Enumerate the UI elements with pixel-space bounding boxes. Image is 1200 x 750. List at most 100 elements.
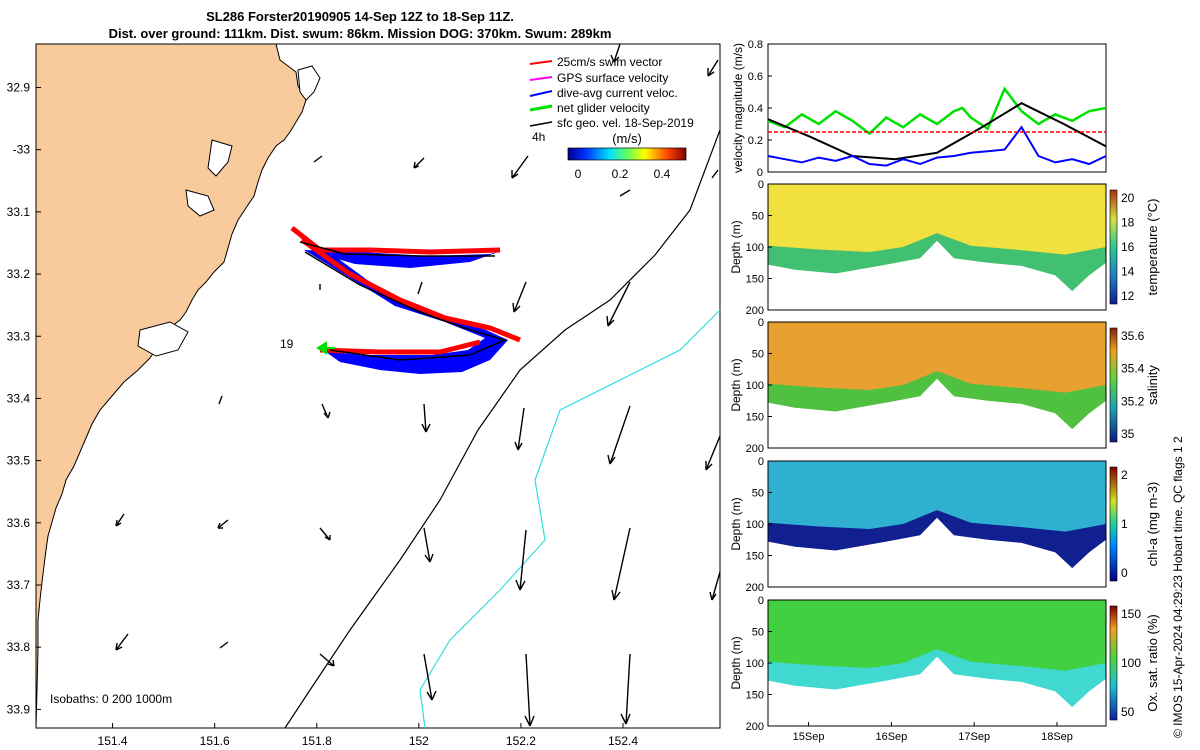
speed-colorbar-tick-label: 0 [575, 167, 582, 181]
velocity-ylabel: velocity magnitude (m/s) [731, 43, 745, 173]
section-x-tick-label: 18Sep [1041, 731, 1073, 743]
section-colorbar-tick-label: 0 [1121, 566, 1128, 580]
section-colorbar-label: Ox. sat. ratio (%) [1145, 614, 1160, 712]
map-y-tick-label: 33.1 [7, 205, 31, 219]
section-y-tick-label: 100 [746, 519, 764, 531]
section-colorbar-tick-label: 2 [1121, 468, 1128, 482]
section-colorbar-tick-label: 14 [1121, 265, 1135, 279]
glider-track-line [299, 241, 508, 361]
section-upper-layer [768, 600, 1106, 671]
section-y-tick-label: 100 [746, 380, 764, 392]
map-panel: 19 [7, 43, 721, 748]
section-colorbar-label: chl-a (mg m-3) [1145, 482, 1160, 567]
velocity-y-tick-label: 0.2 [748, 135, 763, 147]
isobath-1000m [419, 309, 721, 729]
section-y-tick-label: 150 [746, 274, 764, 286]
section-y-tick-label: 0 [758, 179, 764, 191]
map-y-tick-label: -33 [13, 143, 31, 157]
velocity-series-line [767, 86, 1107, 136]
map-x-tick-label: 151.6 [200, 734, 230, 748]
section-y-tick-label: 100 [746, 242, 764, 254]
legend-item-gps: GPS surface velocity [557, 71, 668, 85]
map-y-tick-label: 33.9 [7, 702, 31, 716]
land-area [36, 44, 307, 728]
lake-shape [207, 139, 233, 177]
section-y-tick-label: 200 [746, 305, 764, 317]
velocity-panel: 0 0.2 0.4 0.6 0.8 velocity magnitude (m/s) [731, 39, 1107, 179]
section-colorbar-label: salinity [1145, 365, 1160, 405]
section-x-tick-label: 16Sep [875, 731, 907, 743]
section-upper-layer [768, 461, 1106, 532]
legend-swatch [529, 121, 553, 127]
section-ylabel: Depth (m) [729, 220, 743, 273]
section-panel: 0 50 100 150 200 Depth (m) 0 1 2 chl-a (mg m-3) [729, 456, 1160, 594]
section-x-tick-label: 15Sep [793, 731, 825, 743]
lake-shape [185, 189, 215, 217]
section-panel: 0 50 100 150 200 Depth (m) 50 100 150 Ox. sat. ra… [729, 595, 1160, 743]
section-colorbar-tick-label: 18 [1121, 216, 1135, 230]
section-y-tick-label: 100 [746, 658, 764, 670]
velocity-y-tick-label: 0.6 [748, 71, 763, 83]
section-y-tick-label: 200 [746, 443, 764, 455]
section-y-tick-label: 150 [746, 690, 764, 702]
map-y-tick-label: 33.6 [7, 516, 31, 530]
map-legend: 25cm/s swim vector GPS surface velocity … [529, 55, 694, 161]
lake-shape [297, 65, 321, 101]
section-colorbar-tick-label: 100 [1121, 656, 1141, 670]
legend-swatch [529, 76, 553, 81]
section-upper-layer [768, 322, 1106, 393]
section-y-tick-label: 200 [746, 582, 764, 594]
section-panel: 0 50 100 150 200 Depth (m) 12 14 16 18 20 temperatu… [729, 179, 1160, 317]
legend-item-dive-avg: dive-avg current veloc. [557, 86, 678, 100]
velocity-y-tick-label: 0 [757, 167, 763, 179]
map-y-ticks: 32.9 -33 33.1 33.2 33.3 33.4 33.5 33.6 33.7 33.8 3… [7, 81, 41, 716]
section-colorbar-tick-label: 150 [1121, 607, 1141, 621]
section-colorbar [1109, 189, 1118, 305]
section-colorbar-tick-label: 35 [1121, 427, 1135, 441]
map-y-tick-label: 33.8 [7, 640, 31, 654]
map-x-tick-label: 152 [409, 734, 429, 748]
map-x-tick-label: 152.4 [608, 734, 638, 748]
section-y-tick-label: 50 [752, 627, 764, 639]
section-colorbar-tick-label: 35.4 [1121, 362, 1145, 376]
map-x-tick-label: 151.8 [302, 734, 332, 748]
map-y-tick-label: 33.7 [7, 578, 31, 592]
section-y-tick-label: 50 [752, 349, 764, 361]
velocity-y-tick-label: 0.4 [748, 103, 763, 115]
glider-track-blue [300, 238, 508, 374]
section-colorbar [1109, 327, 1118, 443]
scale-label: 4h [532, 130, 545, 144]
section-colorbar-tick-label: 35.6 [1121, 329, 1145, 343]
section-y-tick-label: 0 [758, 595, 764, 607]
map-y-tick-label: 32.9 [7, 81, 31, 95]
map-x-ticks: 151.4 151.6 151.8 152 152.2 152.4 [98, 723, 638, 748]
section-ylabel: Depth (m) [729, 358, 743, 411]
colorbar-title: (m/s) [612, 131, 642, 146]
speed-colorbar-ticks: 0 0.2 0.4 [575, 167, 671, 181]
legend-item-net: net glider velocity [557, 101, 650, 115]
section-ylabel: Depth (m) [729, 497, 743, 550]
section-colorbar-tick-label: 12 [1121, 289, 1135, 303]
figure-title-line-2: Dist. over ground: 111km. Dist. swum: 86… [108, 26, 612, 41]
track-label-19: 19 [280, 337, 294, 351]
legend-swatch [529, 104, 553, 112]
section-x-tick-label: 17Sep [958, 731, 990, 743]
map-y-tick-label: 33.5 [7, 454, 31, 468]
isobath-200m [284, 129, 721, 729]
section-ylabel: Depth (m) [729, 636, 743, 689]
map-x-tick-label: 152.2 [506, 734, 536, 748]
map-y-tick-label: 33.2 [7, 267, 31, 281]
legend-item-swim: 25cm/s swim vector [557, 55, 662, 69]
speed-colorbar [567, 147, 687, 161]
map-y-tick-label: 33.3 [7, 329, 31, 343]
section-colorbar [1109, 466, 1118, 582]
velocity-y-ticks: 0 0.2 0.4 0.6 0.8 [748, 39, 772, 179]
isobaths-label: Isobaths: 0 200 1000m [50, 692, 172, 706]
legend-swatch [529, 60, 553, 65]
speed-colorbar-tick-label: 0.2 [612, 167, 629, 181]
section-y-tick-label: 0 [758, 317, 764, 329]
velocity-series [767, 86, 1107, 167]
section-y-tick-label: 150 [746, 551, 764, 563]
